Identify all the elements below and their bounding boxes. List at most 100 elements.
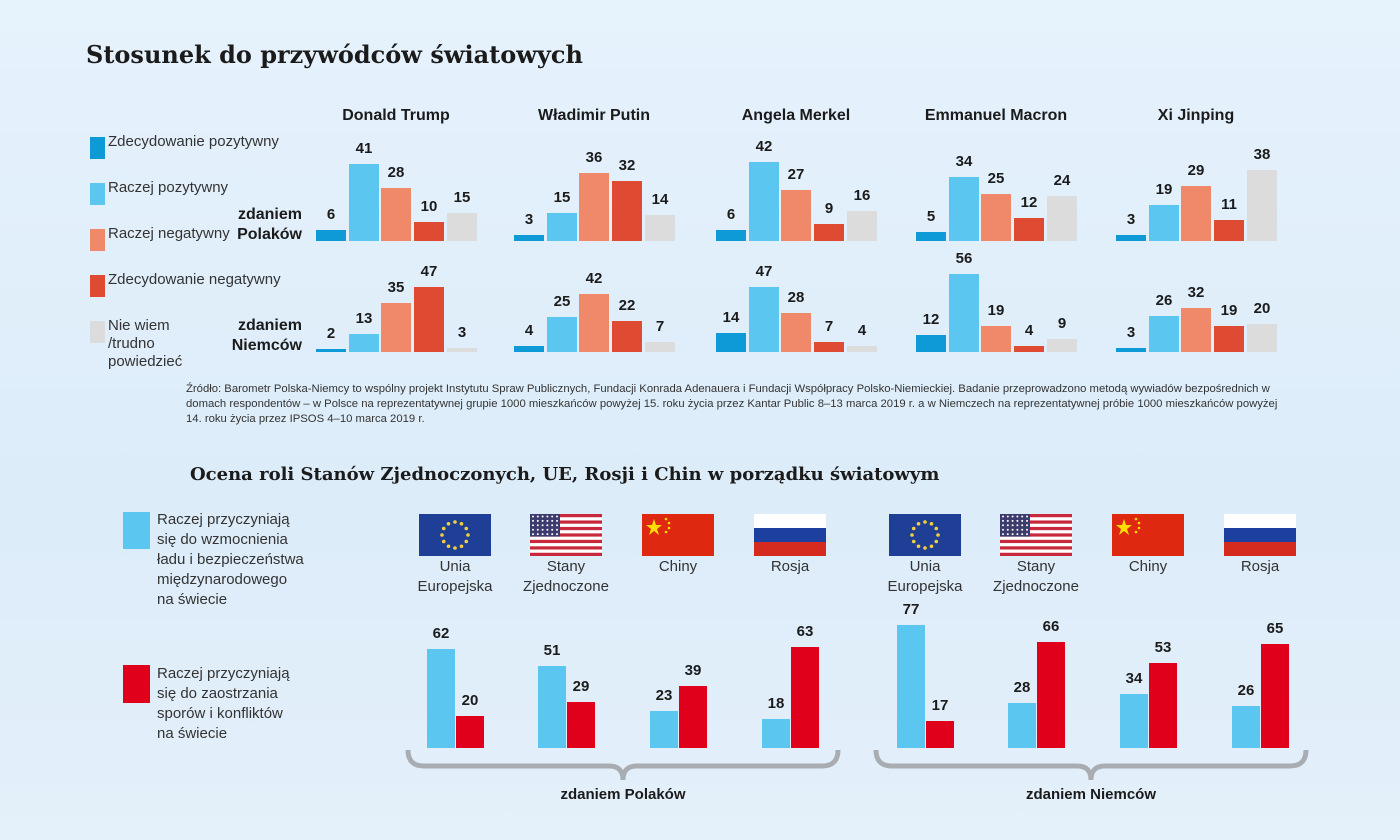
- country-label: Stany Zjednoczone: [523, 558, 609, 595]
- row-label: zdaniem Niemców: [231, 317, 302, 354]
- bar: [981, 194, 1011, 241]
- bar: [716, 332, 746, 352]
- value-label: 7: [824, 318, 834, 336]
- value-label: 26: [1155, 291, 1173, 309]
- group-label: zdaniem Niemców: [1025, 786, 1157, 803]
- country-label: Chiny: [658, 558, 698, 575]
- bar: [749, 286, 779, 352]
- chart-title-leaders: Stosunek do przywódców światowych: [86, 40, 583, 69]
- bar-negative: [791, 647, 819, 748]
- us-flag-icon: [1000, 514, 1072, 556]
- value-label: 4: [857, 322, 867, 340]
- value-label: 66: [1042, 618, 1060, 636]
- value-label: 9: [824, 200, 834, 218]
- bar: [381, 188, 411, 241]
- bar: [579, 293, 609, 352]
- value-label: 19: [1220, 301, 1238, 319]
- value-label: 7: [655, 318, 665, 336]
- value-label: 9: [1057, 315, 1067, 333]
- bar: [612, 180, 642, 241]
- bar-negative: [456, 716, 484, 748]
- value-label: 65: [1266, 620, 1284, 637]
- bar: [781, 313, 811, 352]
- value-label: 5: [926, 207, 936, 225]
- bar: [514, 235, 544, 241]
- leader-name: Donald Trump: [342, 107, 450, 124]
- value-label: 16: [853, 186, 871, 204]
- bar: [579, 173, 609, 241]
- value-label: 12: [1020, 194, 1038, 212]
- value-label: 14: [651, 190, 669, 208]
- us-flag-icon: [530, 514, 602, 556]
- country-label: Stany Zjednoczone: [993, 558, 1079, 595]
- legend-swatch: [90, 183, 105, 205]
- brace: [873, 749, 1309, 781]
- bar-negative: [567, 701, 595, 748]
- eu-flag-icon: [419, 514, 491, 556]
- value-label: 35: [387, 279, 405, 297]
- bar: [547, 317, 577, 352]
- bar: [1214, 220, 1244, 241]
- value-label: 3: [1126, 323, 1136, 341]
- bar-positive: [1008, 703, 1036, 748]
- china-flag-icon: [642, 514, 714, 556]
- bar: [847, 346, 877, 352]
- value-label: 18: [767, 695, 785, 713]
- country-label: Unia Europejska: [417, 558, 493, 595]
- value-label: 4: [524, 322, 534, 340]
- legend-swatch: [90, 275, 105, 297]
- bar: [349, 163, 379, 241]
- bar: [1047, 339, 1077, 352]
- bar-negative: [926, 720, 954, 748]
- bar: [981, 325, 1011, 352]
- bar: [447, 347, 477, 352]
- value-label: 42: [585, 269, 603, 287]
- country-label: Chiny: [1128, 558, 1168, 575]
- value-label: 42: [755, 138, 773, 156]
- value-label: 62: [432, 624, 450, 642]
- legend-label: Raczej przyczyniają się do zaostrzania s…: [157, 665, 290, 742]
- bar: [949, 274, 979, 352]
- value-label: 3: [524, 211, 534, 229]
- value-label: 29: [1187, 162, 1205, 180]
- value-label: 34: [1125, 669, 1143, 687]
- value-label: 15: [553, 188, 571, 206]
- brace: [405, 749, 841, 781]
- bar: [1247, 169, 1277, 241]
- value-label: 19: [987, 301, 1005, 319]
- legend-swatch: [123, 512, 150, 549]
- value-label: 27: [787, 166, 805, 184]
- value-label: 11: [1221, 196, 1237, 214]
- country-label: Rosja: [1240, 558, 1280, 575]
- value-label: 32: [618, 156, 636, 174]
- value-label: 14: [722, 308, 740, 326]
- bar: [814, 224, 844, 241]
- value-label: 12: [922, 311, 940, 329]
- legend-label: Raczej pozytywny: [108, 179, 229, 196]
- bar: [1014, 346, 1044, 352]
- value-label: 17: [931, 696, 949, 714]
- value-label: 23: [655, 687, 673, 705]
- bar: [1149, 205, 1179, 241]
- value-label: 38: [1253, 145, 1271, 163]
- bar-negative: [1261, 644, 1289, 748]
- bar: [1014, 218, 1044, 241]
- bar-positive: [897, 624, 925, 748]
- bar: [1149, 315, 1179, 352]
- value-label: 47: [755, 262, 773, 280]
- bar: [916, 335, 946, 352]
- bar: [316, 229, 346, 241]
- value-label: 10: [420, 198, 438, 216]
- value-label: 56: [955, 250, 973, 268]
- bar: [514, 346, 544, 352]
- bar-negative: [1037, 642, 1065, 748]
- bar: [316, 349, 346, 352]
- bar-positive: [1232, 706, 1260, 748]
- bar: [1214, 325, 1244, 352]
- source-note: Źródło: Barometr Polska-Niemcy to wspóln…: [186, 383, 1278, 425]
- leader-name: Angela Merkel: [741, 107, 851, 124]
- legend-swatch: [90, 229, 105, 251]
- value-label: 28: [1013, 679, 1031, 697]
- legend-label: Raczej negatywny: [108, 225, 230, 242]
